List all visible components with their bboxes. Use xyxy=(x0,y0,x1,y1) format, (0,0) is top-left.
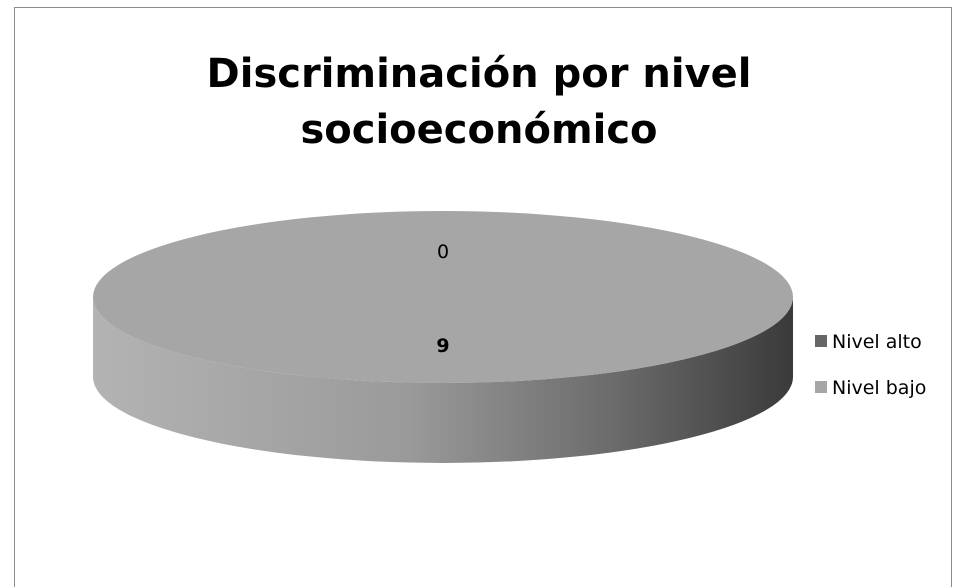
chart-title-line-2: socioeconómico xyxy=(300,107,658,153)
data-label-nivel-alto: 0 xyxy=(437,241,449,263)
legend-swatch-nivel-bajo xyxy=(815,381,827,393)
chart-title-line-1: Discriminación por nivel xyxy=(206,51,752,97)
pie-side xyxy=(93,297,793,463)
legend-item-nivel-bajo: Nivel bajo xyxy=(815,376,926,422)
legend-item-nivel-alto: Nivel alto xyxy=(815,330,926,376)
legend-label-nivel-bajo: Nivel bajo xyxy=(832,377,927,399)
legend: Nivel alto Nivel bajo xyxy=(815,330,926,422)
chart-title: Discriminación por nivel socioeconómico xyxy=(0,46,958,158)
legend-label-nivel-alto: Nivel alto xyxy=(832,331,922,353)
legend-swatch-nivel-alto xyxy=(815,335,827,347)
pie-slice-nivel-bajo xyxy=(93,211,793,383)
data-label-nivel-bajo: 9 xyxy=(436,335,449,357)
